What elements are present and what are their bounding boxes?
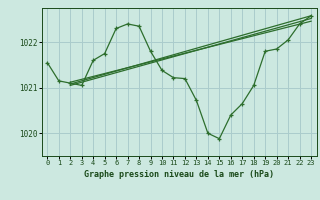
- X-axis label: Graphe pression niveau de la mer (hPa): Graphe pression niveau de la mer (hPa): [84, 170, 274, 179]
